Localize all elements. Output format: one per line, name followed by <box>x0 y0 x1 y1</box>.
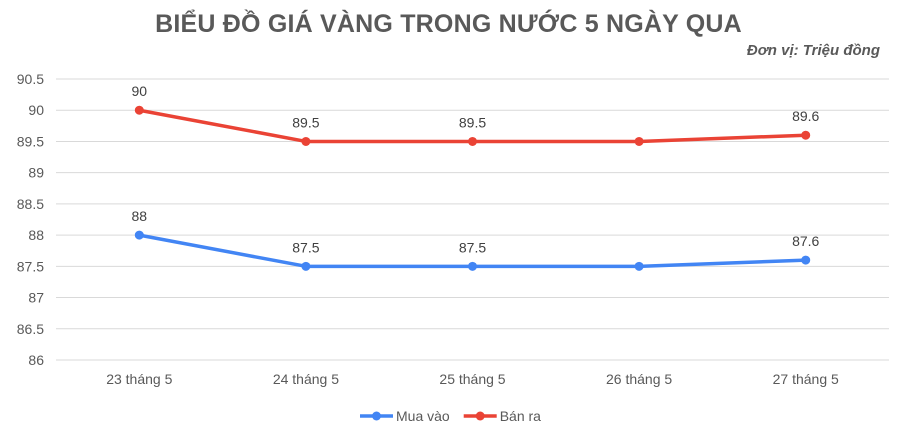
y-tick-label: 90.5 <box>17 71 44 87</box>
data-point <box>801 130 811 140</box>
data-label: 89.6 <box>792 108 819 124</box>
data-point <box>468 261 477 271</box>
x-tick-label: 24 tháng 5 <box>273 371 339 387</box>
x-tick-label: 25 tháng 5 <box>439 371 505 387</box>
y-tick-label: 87.5 <box>17 258 44 274</box>
legend-label: Mua vào <box>396 408 450 424</box>
data-label: 88 <box>132 208 148 224</box>
x-tick-label: 26 tháng 5 <box>606 371 672 387</box>
data-label: 87.6 <box>792 233 819 249</box>
y-tick-label: 86 <box>28 352 44 368</box>
y-tick-label: 89.5 <box>17 133 44 149</box>
legend-marker <box>475 411 485 421</box>
data-label: 90 <box>132 83 148 99</box>
x-tick-label: 27 tháng 5 <box>773 371 839 387</box>
y-tick-label: 86.5 <box>17 321 44 337</box>
data-label: 89.5 <box>459 114 486 130</box>
data-point <box>301 136 311 146</box>
x-tick-label: 23 tháng 5 <box>106 371 172 387</box>
data-point <box>468 136 477 146</box>
data-label: 87.5 <box>292 239 319 255</box>
y-tick-label: 90 <box>28 102 44 118</box>
y-tick-label: 89 <box>28 165 44 181</box>
data-point <box>801 255 811 265</box>
data-point <box>634 261 644 271</box>
y-tick-label: 88.5 <box>17 196 44 212</box>
data-point <box>634 136 644 146</box>
chart-subtitle-unit: Đơn vị: Triệu đồng <box>746 42 880 59</box>
data-point <box>134 230 144 240</box>
legend-label: Bán ra <box>500 408 541 424</box>
data-label: 87.5 <box>459 239 486 255</box>
data-point <box>301 261 311 271</box>
y-tick-label: 87 <box>28 290 44 306</box>
legend-marker <box>372 411 381 421</box>
chart-title: BIỂU ĐỒ GIÁ VÀNG TRONG NƯỚC 5 NGÀY QUA <box>155 10 742 38</box>
y-tick-label: 88 <box>28 227 44 243</box>
data-point <box>134 105 144 115</box>
data-label: 89.5 <box>292 114 319 130</box>
